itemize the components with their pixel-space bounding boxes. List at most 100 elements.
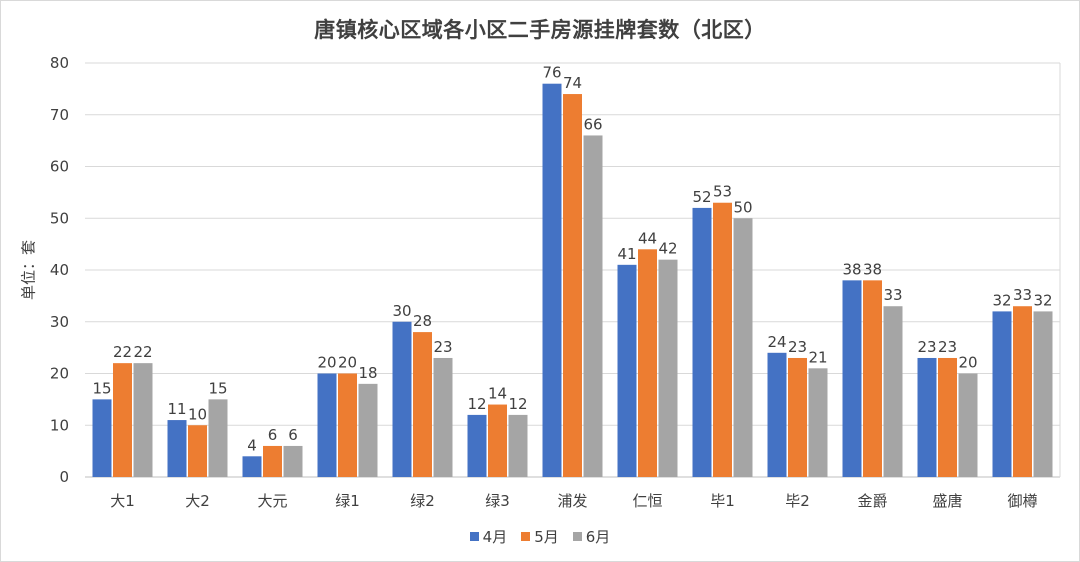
data-label: 23 bbox=[917, 338, 936, 356]
bar bbox=[188, 425, 207, 477]
legend-swatch-april bbox=[469, 532, 479, 541]
bar bbox=[767, 352, 787, 477]
data-label: 14 bbox=[488, 385, 507, 403]
data-label: 18 bbox=[358, 364, 377, 382]
legend-item-may: 5月 bbox=[521, 526, 559, 547]
chart-title: 唐镇核心区域各小区二手房源挂牌套数（北区） bbox=[314, 18, 766, 42]
bar bbox=[433, 357, 453, 477]
bar bbox=[692, 207, 712, 477]
data-label: 28 bbox=[413, 312, 432, 330]
bar bbox=[242, 456, 262, 477]
data-label: 15 bbox=[92, 379, 111, 397]
bar bbox=[338, 373, 357, 477]
data-label: 30 bbox=[392, 302, 411, 320]
legend: 4月 5月 6月 bbox=[0, 526, 1080, 547]
data-label: 32 bbox=[992, 291, 1011, 309]
y-tick-label: 50 bbox=[50, 209, 69, 227]
data-label: 15 bbox=[208, 379, 227, 397]
bar bbox=[167, 420, 187, 477]
bar bbox=[392, 321, 412, 477]
data-label: 23 bbox=[938, 338, 957, 356]
data-label: 33 bbox=[1013, 286, 1032, 304]
y-tick-label: 40 bbox=[50, 261, 69, 279]
bar bbox=[542, 83, 562, 477]
y-tick-label: 60 bbox=[50, 158, 69, 176]
bar bbox=[92, 399, 112, 477]
data-label: 76 bbox=[542, 64, 561, 82]
data-label: 32 bbox=[1033, 291, 1052, 309]
y-tick-label: 0 bbox=[59, 468, 69, 486]
data-label: 12 bbox=[508, 395, 527, 413]
data-label: 23 bbox=[433, 338, 452, 356]
data-label: 21 bbox=[808, 348, 827, 366]
bar bbox=[583, 135, 603, 477]
data-label: 44 bbox=[638, 229, 657, 247]
bar bbox=[808, 368, 828, 477]
data-label: 38 bbox=[863, 260, 882, 278]
bar bbox=[508, 414, 528, 477]
x-tick-label: 绿1 bbox=[335, 492, 360, 510]
data-label: 22 bbox=[113, 343, 132, 361]
bar bbox=[133, 363, 153, 477]
y-tick-label: 20 bbox=[50, 365, 69, 383]
data-label: 53 bbox=[713, 183, 732, 201]
x-tick-label: 御樽 bbox=[1007, 492, 1037, 510]
legend-label-june: 6月 bbox=[585, 528, 611, 546]
data-label: 20 bbox=[338, 354, 357, 372]
y-tick-label: 80 bbox=[50, 54, 69, 72]
bar bbox=[958, 373, 978, 477]
data-label: 24 bbox=[767, 333, 786, 351]
bar bbox=[1013, 306, 1032, 477]
data-label: 41 bbox=[617, 245, 636, 263]
legend-swatch-june bbox=[572, 532, 582, 541]
bar bbox=[733, 218, 753, 477]
bar bbox=[263, 445, 282, 477]
data-label: 33 bbox=[883, 286, 902, 304]
x-tick-label: 浦发 bbox=[557, 492, 587, 510]
data-label: 52 bbox=[692, 188, 711, 206]
bar bbox=[938, 357, 957, 477]
bar bbox=[113, 363, 132, 477]
bar bbox=[713, 202, 732, 477]
bar bbox=[788, 357, 807, 477]
bar bbox=[617, 264, 637, 477]
y-tick-label: 70 bbox=[50, 106, 69, 124]
data-label: 11 bbox=[167, 400, 186, 418]
x-tick-label: 大2 bbox=[185, 492, 210, 510]
data-label: 6 bbox=[288, 426, 298, 444]
bar bbox=[658, 259, 678, 477]
y-tick-label: 30 bbox=[50, 313, 69, 331]
data-label: 12 bbox=[467, 395, 486, 413]
data-label: 10 bbox=[188, 405, 207, 423]
x-tick-label: 毕1 bbox=[710, 492, 735, 510]
x-tick-label: 毕2 bbox=[785, 492, 810, 510]
x-tick-label: 绿2 bbox=[410, 492, 435, 510]
data-label: 20 bbox=[958, 354, 977, 372]
data-label: 4 bbox=[247, 436, 257, 454]
data-label: 6 bbox=[268, 426, 278, 444]
legend-label-may: 5月 bbox=[534, 528, 559, 546]
bar bbox=[358, 383, 378, 477]
bar bbox=[208, 399, 228, 477]
data-label: 50 bbox=[733, 198, 752, 216]
bar bbox=[317, 373, 337, 477]
bar bbox=[638, 249, 657, 477]
bar bbox=[563, 94, 582, 478]
x-tick-label: 盛唐 bbox=[932, 492, 962, 510]
bar bbox=[488, 404, 507, 477]
bar bbox=[917, 357, 937, 477]
bar bbox=[863, 280, 882, 477]
data-label: 74 bbox=[563, 74, 582, 92]
legend-swatch-may bbox=[521, 532, 531, 541]
bar bbox=[842, 280, 862, 477]
data-label: 66 bbox=[583, 115, 602, 133]
y-tick-label: 10 bbox=[50, 416, 69, 434]
bar bbox=[883, 306, 903, 477]
legend-item-april: 4月 bbox=[469, 526, 507, 547]
data-label: 20 bbox=[317, 354, 336, 372]
bar bbox=[1033, 311, 1053, 477]
bar bbox=[413, 332, 432, 477]
bar bbox=[992, 311, 1012, 477]
bar bbox=[283, 445, 303, 477]
data-label: 23 bbox=[788, 338, 807, 356]
